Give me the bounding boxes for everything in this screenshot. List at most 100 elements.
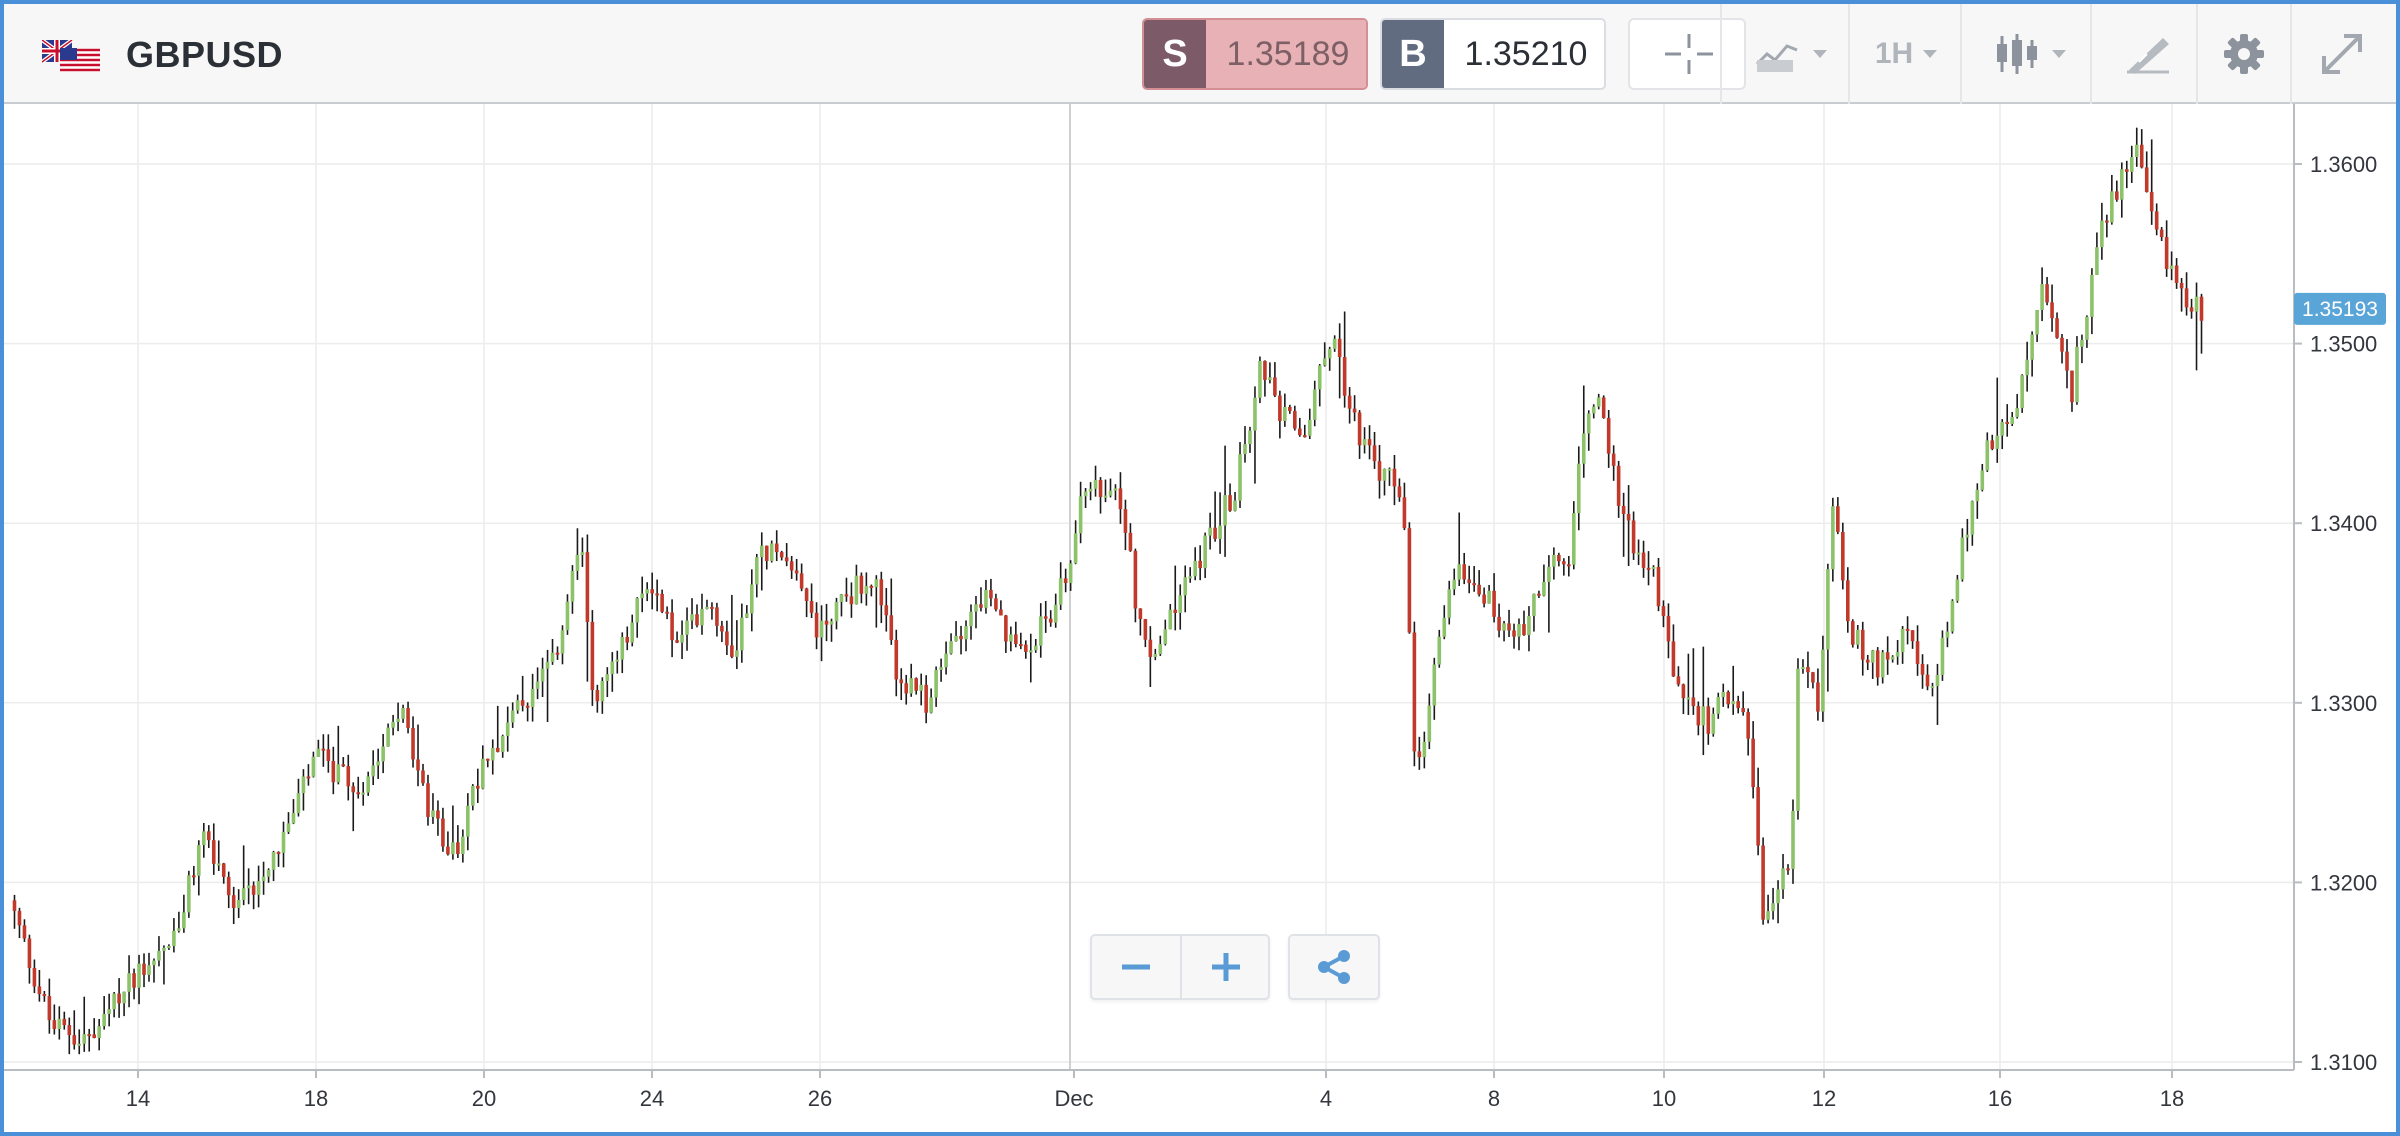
candle-up: [2100, 220, 2104, 248]
candle-down: [1671, 641, 1676, 677]
candle-up: [540, 668, 545, 682]
candle-down: [2139, 144, 2144, 168]
candle-style-dropdown[interactable]: [1970, 24, 2088, 84]
candle-down: [1681, 684, 1686, 699]
candle-up: [530, 688, 535, 707]
x-tick-label: 18: [304, 1086, 328, 1111]
grid-lines: [4, 104, 2294, 1070]
chart-type-dropdown[interactable]: [1730, 24, 1850, 84]
candle-up: [301, 776, 306, 794]
candle-up: [1427, 705, 1432, 742]
candle-up: [316, 748, 321, 757]
uk-us-flag-icon: [42, 40, 100, 72]
candle-down: [994, 598, 998, 610]
candle-down: [1213, 527, 1217, 539]
candle-up: [1826, 569, 1830, 650]
candle-down: [1407, 528, 1412, 633]
candle-up: [1158, 644, 1163, 655]
settings-button[interactable]: [2200, 24, 2288, 84]
candle-up: [500, 735, 505, 752]
candle-up: [1576, 463, 1581, 514]
crosshair-button[interactable]: [1628, 18, 1746, 90]
crosshair-icon: [1665, 34, 1713, 74]
candle-up: [271, 852, 276, 870]
candle-down: [1841, 531, 1845, 581]
candle-up: [1980, 470, 1985, 490]
candle-up: [261, 876, 266, 882]
buy-button[interactable]: B 1.35210: [1380, 18, 1606, 90]
candle-down: [92, 1034, 96, 1039]
drawing-tools-button[interactable]: [2100, 24, 2196, 84]
candle-down: [1417, 751, 1422, 758]
x-tick-label: 20: [472, 1086, 496, 1111]
candle-down: [1497, 616, 1501, 631]
candle-up: [431, 810, 435, 817]
candle-up: [1093, 479, 1098, 489]
candle-up: [1527, 615, 1531, 636]
x-tick-label: 10: [1652, 1086, 1676, 1111]
candle-down: [1293, 410, 1297, 429]
candle-down: [884, 605, 889, 616]
candle-down: [1616, 465, 1621, 506]
timeframe-dropdown[interactable]: 1H: [1852, 24, 1960, 84]
candle-up: [1935, 674, 1940, 687]
candle-down: [1756, 787, 1760, 846]
candle-up: [759, 545, 764, 558]
candle-up: [1253, 397, 1257, 431]
sell-button[interactable]: S 1.35189: [1142, 18, 1368, 90]
candle-down: [1850, 621, 1855, 645]
candle-down: [331, 761, 336, 783]
candle-up: [610, 661, 615, 675]
candle-up: [934, 669, 938, 698]
candle-down: [1482, 594, 1486, 604]
candle-up: [1033, 645, 1038, 651]
candle-down: [1148, 639, 1153, 657]
fullscreen-button[interactable]: [2294, 24, 2390, 84]
candle-up: [371, 765, 375, 777]
candle-up: [580, 552, 585, 555]
candle-up: [1387, 468, 1392, 471]
candle-up: [451, 842, 455, 855]
candle-up: [336, 764, 341, 783]
candle-up: [1855, 629, 1860, 645]
candle-up: [645, 589, 649, 594]
candle-up: [1781, 868, 1785, 890]
candle-down: [869, 585, 874, 588]
x-tick-label: 18: [2160, 1086, 2184, 1111]
candle-up: [1572, 513, 1576, 565]
candle-up: [1547, 566, 1551, 582]
candle-up: [291, 812, 296, 824]
chevron-down-icon: [2052, 50, 2066, 58]
candle-up: [1517, 624, 1521, 637]
candle-down: [844, 594, 849, 597]
candle-down: [809, 600, 814, 613]
candle-up: [162, 947, 166, 951]
share-button[interactable]: [1290, 936, 1378, 998]
zoom-out-button[interactable]: [1092, 936, 1180, 998]
candle-up: [974, 604, 978, 612]
candle-up: [735, 650, 739, 657]
candle-up: [1332, 338, 1337, 349]
candle-down: [799, 573, 804, 589]
candle-up: [1831, 506, 1835, 570]
candle-up: [1586, 413, 1591, 434]
candle-down: [879, 579, 884, 606]
candle-up: [1088, 488, 1093, 492]
candle-up: [615, 659, 620, 662]
candle-up: [57, 1018, 62, 1029]
candle-up: [1801, 667, 1805, 670]
zoom-in-button[interactable]: [1182, 936, 1270, 998]
candle-down: [2065, 351, 2069, 371]
x-tick-label: 16: [1988, 1086, 2012, 1111]
toolbar-separator: [1960, 4, 1962, 104]
candle-up: [1073, 533, 1078, 564]
candle-up: [1268, 377, 1272, 380]
zoom-out-icon: [1122, 964, 1150, 970]
candle-up: [535, 681, 540, 689]
candle-up: [1900, 628, 1905, 653]
candle-down: [2050, 302, 2054, 319]
candle-down: [1920, 663, 1925, 675]
candle-down: [1507, 623, 1511, 631]
candle-up: [490, 747, 495, 761]
